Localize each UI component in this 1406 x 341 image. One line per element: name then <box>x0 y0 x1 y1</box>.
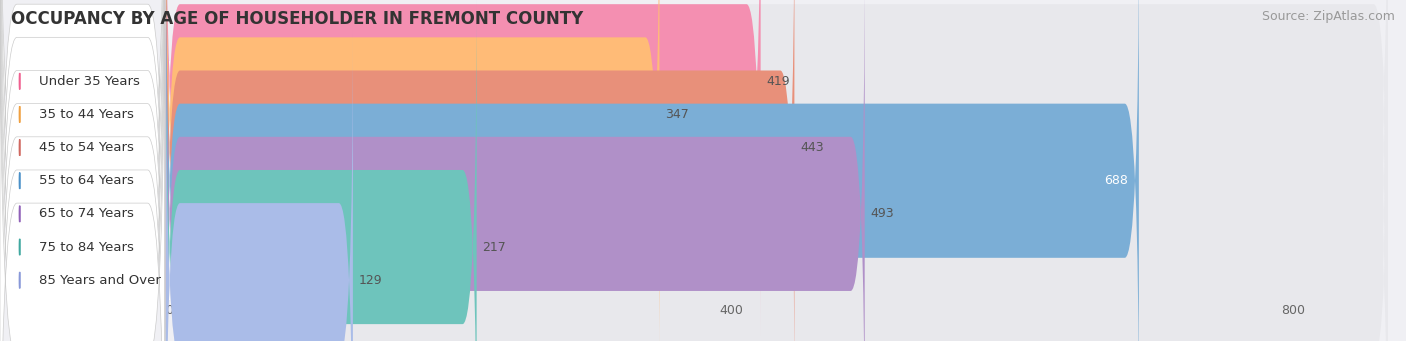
Text: 65 to 74 Years: 65 to 74 Years <box>39 207 134 220</box>
Text: 85 Years and Over: 85 Years and Over <box>39 274 162 287</box>
FancyBboxPatch shape <box>0 0 165 341</box>
Text: 347: 347 <box>665 108 689 121</box>
FancyBboxPatch shape <box>166 0 1388 336</box>
Text: 35 to 44 Years: 35 to 44 Years <box>39 108 134 121</box>
Text: OCCUPANCY BY AGE OF HOUSEHOLDER IN FREMONT COUNTY: OCCUPANCY BY AGE OF HOUSEHOLDER IN FREMO… <box>11 10 583 28</box>
FancyBboxPatch shape <box>166 0 1388 341</box>
FancyBboxPatch shape <box>166 26 1388 341</box>
Text: 217: 217 <box>482 240 506 254</box>
FancyBboxPatch shape <box>166 0 477 341</box>
Text: 129: 129 <box>359 274 382 287</box>
FancyBboxPatch shape <box>0 0 165 341</box>
FancyBboxPatch shape <box>166 0 1388 341</box>
Text: Source: ZipAtlas.com: Source: ZipAtlas.com <box>1261 10 1395 23</box>
FancyBboxPatch shape <box>166 26 353 341</box>
FancyBboxPatch shape <box>166 0 1388 341</box>
FancyBboxPatch shape <box>0 0 165 341</box>
FancyBboxPatch shape <box>0 0 165 341</box>
Text: 75 to 84 Years: 75 to 84 Years <box>39 240 134 254</box>
FancyBboxPatch shape <box>0 0 165 341</box>
Text: 493: 493 <box>870 207 894 220</box>
FancyBboxPatch shape <box>166 0 794 341</box>
Text: Under 35 Years: Under 35 Years <box>39 75 141 88</box>
Text: 45 to 54 Years: 45 to 54 Years <box>39 141 134 154</box>
Text: 55 to 64 Years: 55 to 64 Years <box>39 174 134 187</box>
FancyBboxPatch shape <box>166 0 1139 341</box>
FancyBboxPatch shape <box>166 0 761 336</box>
FancyBboxPatch shape <box>166 0 659 341</box>
FancyBboxPatch shape <box>0 0 165 341</box>
Text: 419: 419 <box>766 75 790 88</box>
FancyBboxPatch shape <box>166 0 1388 341</box>
FancyBboxPatch shape <box>166 0 865 341</box>
FancyBboxPatch shape <box>0 0 165 341</box>
Text: 443: 443 <box>800 141 824 154</box>
Text: 688: 688 <box>1104 174 1128 187</box>
FancyBboxPatch shape <box>166 0 1388 341</box>
